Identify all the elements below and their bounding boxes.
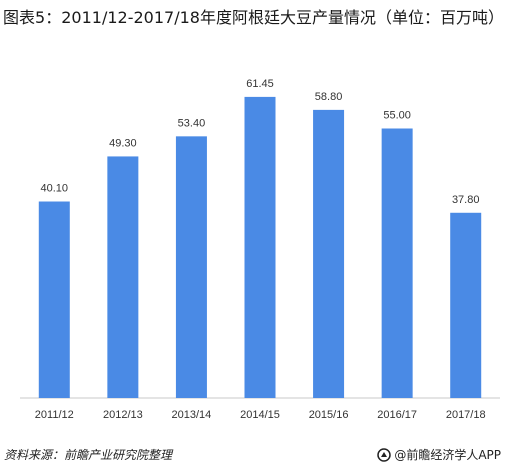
x-tick-label: 2014/15 xyxy=(240,409,280,421)
bar-2014-15 xyxy=(244,96,276,399)
data-label: 61.45 xyxy=(246,78,274,90)
data-label: 55.00 xyxy=(383,110,411,122)
x-tick-label: 2015/16 xyxy=(309,409,349,421)
data-label: 37.80 xyxy=(452,194,480,206)
bar-2017-18 xyxy=(450,212,482,398)
data-label: 49.30 xyxy=(109,137,137,149)
brand-logo-icon xyxy=(377,447,392,462)
x-tick-label: 2017/18 xyxy=(446,409,486,421)
brand-label: @前瞻经济学人APP xyxy=(377,446,501,463)
chart-title: 图表5：2011/12-2017/18年度阿根廷大豆产量情况（单位：百万吨） xyxy=(3,8,504,27)
bar-2011-12 xyxy=(38,201,70,398)
bar-2015-16 xyxy=(313,109,345,398)
x-tick-label: 2011/12 xyxy=(35,409,74,421)
bar-chart: 40.10 2011/12 49.30 2012/13 53.40 2013/14 61.4… xyxy=(20,78,500,421)
x-tick-label: 2012/13 xyxy=(103,409,143,421)
bar-2012-13 xyxy=(107,156,139,398)
data-label: 40.10 xyxy=(41,183,69,195)
data-label: 53.40 xyxy=(178,117,206,129)
x-tick-label: 2016/17 xyxy=(377,409,417,421)
source-note: 资料来源：前瞻产业研究院整理 xyxy=(4,448,173,462)
brand-text: @前瞻经济学人APP xyxy=(394,448,501,462)
x-tick-label: 2013/14 xyxy=(172,409,212,421)
bar-2013-14 xyxy=(175,136,207,398)
data-label: 58.80 xyxy=(315,91,343,103)
bar-2016-17 xyxy=(381,128,413,398)
